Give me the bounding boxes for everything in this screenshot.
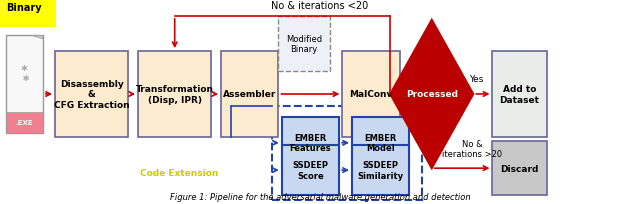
FancyBboxPatch shape <box>6 36 43 133</box>
Text: No & iterations <20: No & iterations <20 <box>271 1 369 11</box>
FancyBboxPatch shape <box>492 52 547 137</box>
FancyBboxPatch shape <box>278 17 330 71</box>
Text: SSDEEP
Score: SSDEEP Score <box>292 161 328 180</box>
Text: SSDEEP
Similarity: SSDEEP Similarity <box>358 161 404 180</box>
Text: Binary: Binary <box>6 3 42 13</box>
FancyBboxPatch shape <box>342 52 400 137</box>
Text: Assembler: Assembler <box>223 90 276 99</box>
Text: Transformation
(Disp, IPR): Transformation (Disp, IPR) <box>136 85 214 104</box>
FancyBboxPatch shape <box>492 141 547 196</box>
Text: MalConv: MalConv <box>349 90 393 99</box>
FancyBboxPatch shape <box>6 112 43 133</box>
Text: Add to
Dataset: Add to Dataset <box>500 85 540 104</box>
Text: No &
iterations >20: No & iterations >20 <box>442 139 502 159</box>
FancyBboxPatch shape <box>352 118 410 168</box>
FancyBboxPatch shape <box>55 52 129 137</box>
Text: .EXE: .EXE <box>15 120 33 126</box>
Text: EMBER
Features: EMBER Features <box>290 133 332 153</box>
Text: Discard: Discard <box>500 164 539 173</box>
Polygon shape <box>390 21 473 168</box>
Text: Yes: Yes <box>469 74 484 83</box>
FancyBboxPatch shape <box>221 52 278 137</box>
Text: ✱
 ✱: ✱ ✱ <box>19 63 29 83</box>
Polygon shape <box>32 36 43 40</box>
FancyBboxPatch shape <box>282 118 339 168</box>
FancyBboxPatch shape <box>138 52 211 137</box>
Text: Processed: Processed <box>406 90 458 99</box>
Text: Figure 1: Pipeline for the adversarial malware generation and detection: Figure 1: Pipeline for the adversarial m… <box>170 192 470 201</box>
Text: Code Extension: Code Extension <box>140 168 219 177</box>
Text: Disassembly
&
CFG Extraction: Disassembly & CFG Extraction <box>54 80 129 109</box>
Text: EMBER
Model: EMBER Model <box>365 133 397 153</box>
FancyBboxPatch shape <box>352 145 410 196</box>
Text: Modified
Binary: Modified Binary <box>286 34 322 54</box>
FancyBboxPatch shape <box>282 145 339 196</box>
